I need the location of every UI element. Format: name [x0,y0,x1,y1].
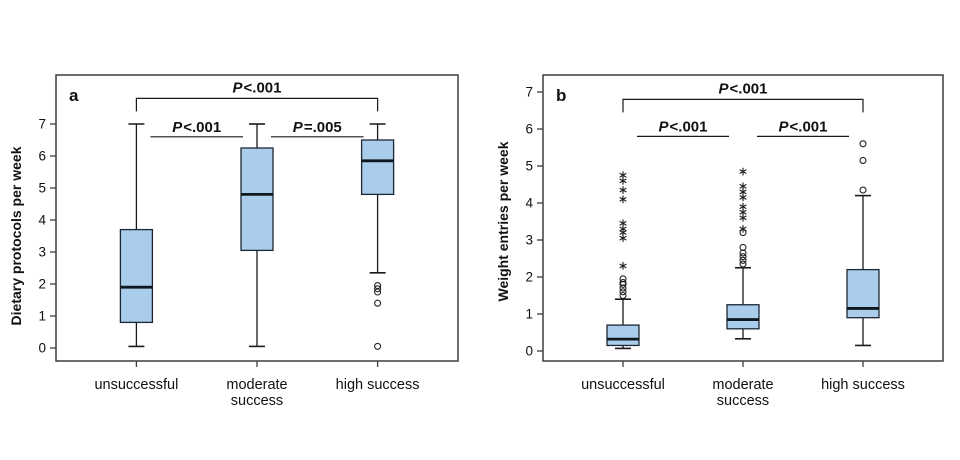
panel-letter: a [69,86,79,105]
outlier-asterisk-marker [739,224,747,233]
y-tick-label: 6 [525,122,533,137]
outlier-circle-marker [739,243,747,251]
outlier-asterisk-marker [619,171,627,180]
outlier-circle-marker [619,291,627,300]
outlier-circle-marker [619,288,627,296]
y-tick-label: 0 [525,344,533,359]
significance-label: P<.001 [233,79,282,96]
x-category-label: unsuccessful [581,377,665,393]
y-tick-label: 0 [38,341,46,356]
significance-label: P<.001 [779,118,828,135]
outlier-circle-marker [619,284,627,292]
box-unsuccessful [119,123,154,348]
outlier-asterisk-marker [739,167,747,176]
outlier-asterisk-marker [619,195,627,204]
outlier-circle-marker [374,342,382,350]
box-high-success [846,140,880,347]
iqr-box [846,268,880,319]
y-tick-label: 1 [525,307,533,322]
y-tick-label: 2 [525,270,533,285]
box-moderate-success [240,123,274,348]
significance-bracket [622,98,864,113]
outlier-circle-marker [859,186,867,194]
outlier-circle-marker [739,256,747,264]
outlier-asterisk-marker [619,186,627,195]
iqr-box [360,139,395,196]
x-category-label: moderate [226,377,287,393]
outlier-circle-marker [374,285,382,293]
y-tick-label: 4 [525,196,533,211]
outlier-circle-marker [619,280,627,288]
outlier-circle-marker [374,288,382,296]
significance-bracket [135,97,379,112]
y-tick-label: 5 [38,181,46,196]
panel-a: a 0 1 2 3 4 5 6 7 Dietary protocols per week unsuc… [8,74,459,409]
y-tick-label: 6 [38,149,46,164]
box-moderate-success [726,167,760,340]
y-tick-label: 3 [38,245,46,260]
significance-label: P=.005 [293,119,342,136]
x-category-label: success [231,393,283,409]
outlier-circle-marker [739,253,747,261]
y-tick-label: 3 [525,233,533,248]
panel-letter: b [556,86,566,105]
x-category-label: success [717,393,769,409]
iqr-box [119,228,154,324]
box-unsuccessful [606,171,640,350]
y-tick-label: 2 [38,277,46,292]
outlier-asterisk-marker [619,261,627,270]
y-tick-label: 5 [525,159,533,174]
y-tick-label: 1 [38,309,46,324]
x-category-label: high success [336,377,420,393]
iqr-box [606,324,640,347]
box-high-success [360,123,395,350]
y-axis-title: Dietary protocols per week [8,146,24,325]
outlier-circle-marker [374,299,382,307]
significance-label: P<.001 [719,80,768,97]
y-tick-label: 7 [38,117,46,132]
outlier-circle-marker [859,140,867,148]
panel-b: b 0 1 2 3 4 5 6 7 Weight entries per week unsucces… [495,74,944,409]
y-axis-title: Weight entries per week [495,141,511,301]
outlier-asterisk-marker [739,202,747,211]
significance-label: P<.001 [172,119,221,136]
outlier-asterisk-marker [619,219,627,228]
y-tick-label: 4 [38,213,46,228]
x-category-label: high success [821,377,905,393]
outlier-asterisk-marker [739,182,747,191]
x-category-label: moderate [712,377,773,393]
outlier-circle-marker [859,156,867,164]
significance-label: P<.001 [659,118,708,135]
iqr-box [726,304,760,330]
iqr-box [240,147,274,252]
outlier-circle-marker [739,260,747,268]
y-tick-label: 7 [525,85,533,100]
x-category-label: unsuccessful [94,377,178,393]
